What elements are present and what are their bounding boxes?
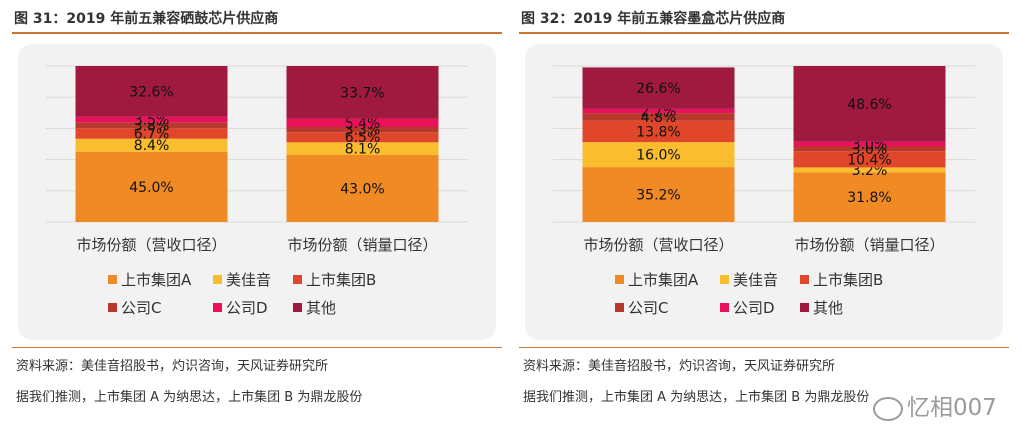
bar-segment-2-1-5	[793, 66, 946, 142]
figure-31-bottom-rule	[12, 347, 502, 348]
figure-32-source-note: 资料来源：美佳音招股书，灼识咨询，天风证券研究所	[523, 359, 836, 374]
bar-segment-2-0-1	[582, 142, 735, 168]
figure-31-svg: 45.0%8.4%6.7%3.8%3.5%32.6%市场份额（营收口径）43.0…	[46, 65, 468, 317]
bar-segment-2-0-0	[582, 167, 735, 222]
legend-swatch	[293, 275, 302, 284]
figure-32-chart: 35.2% 16.0% 13.8% 4.8% 2.7% 26.6% 市场份额（营收口径） 31…	[525, 44, 1003, 340]
bar-segment-1-1-5	[286, 66, 439, 119]
figure-31-assumption-note: 据我们推测，上市集团 A 为纳思达，上市集团 B 为鼎龙股份	[16, 390, 363, 405]
legend-label: 公司D	[733, 299, 775, 317]
category-label: 市场份额（营收口径）	[583, 236, 733, 254]
figure-31-title: 图 31：2019 年前五兼容硒鼓芯片供应商	[14, 11, 279, 27]
bar-segment-2-1-2	[793, 151, 946, 168]
figure-31-chart: 45.0% 8.4% 6.7% 3.8% 3.5% 32.6% 市场份额（营收口径） 43.0…	[18, 44, 496, 340]
data-label: 8.4%	[134, 138, 170, 154]
figure-32-panel: 图 32：2019 年前五兼容墨盒芯片供应商 35.2% 16.0% 13.8% 4.…	[519, 0, 1009, 428]
figure-32-assumption-note: 据我们推测，上市集团 A 为纳思达，上市集团 B 为鼎龙股份	[523, 390, 870, 405]
data-label: 10.4%	[847, 152, 891, 168]
legend-swatch	[800, 275, 809, 284]
legend-label: 上市集团A	[628, 271, 699, 289]
figure-32-bottom-rule	[519, 347, 1009, 348]
data-label: 26.6%	[636, 81, 680, 97]
legend-label: 公司D	[226, 299, 268, 317]
watermark: 忆相007	[873, 388, 997, 422]
data-label: 33.7%	[340, 85, 384, 101]
legend-label: 美佳音	[733, 271, 778, 289]
bar-segment-1-0-5	[75, 66, 228, 117]
legend-swatch	[213, 303, 222, 312]
bar-segment-1-0-4	[75, 116, 228, 123]
bar-segment-1-1-2	[286, 132, 439, 143]
figure-32-top-rule	[519, 32, 1009, 34]
category-label: 市场份额（销量口径）	[287, 236, 437, 254]
data-label: 43.0%	[340, 181, 384, 197]
bar-segment-2-1-4	[793, 141, 946, 147]
data-label: 45.0%	[129, 180, 173, 196]
legend-swatch	[615, 275, 624, 284]
legend-label: 美佳音	[226, 271, 271, 289]
legend-label: 公司C	[628, 299, 668, 317]
figure-31-source-note: 资料来源：美佳音招股书，灼识咨询，天风证券研究所	[16, 359, 329, 374]
legend-label: 上市集团B	[306, 271, 376, 289]
bar-segment-2-1-1	[793, 167, 946, 173]
data-label: 13.8%	[636, 124, 680, 140]
bar-segment-1-0-1	[75, 138, 228, 152]
bar-segment-1-1-1	[286, 142, 439, 155]
bar-segment-2-0-2	[582, 120, 735, 143]
data-label: 6.5%	[345, 130, 381, 146]
data-label: 6.7%	[134, 126, 170, 142]
figure-31-panel: 图 31：2019 年前五兼容硒鼓芯片供应商 45.0% 8.4% 6.7% 3.8%…	[12, 0, 502, 428]
bar-segment-1-1-3	[286, 126, 439, 133]
data-label: 48.6%	[847, 97, 891, 113]
data-label: 35.2%	[636, 188, 680, 204]
bar-segment-1-0-0	[75, 151, 228, 222]
bar-segment-2-1-3	[793, 146, 946, 152]
legend-swatch	[720, 275, 729, 284]
legend-label: 上市集团A	[121, 271, 192, 289]
legend-swatch	[293, 303, 302, 312]
legend-swatch	[108, 303, 117, 312]
data-label: 16.0%	[636, 148, 680, 164]
legend-swatch	[108, 275, 117, 284]
category-label: 市场份额（营收口径）	[76, 236, 226, 254]
bar-segment-1-1-0	[286, 154, 439, 222]
legend-label: 其他	[813, 299, 843, 317]
data-label: 4.8%	[641, 110, 677, 126]
figure-32-svg: 35.2%16.0%13.8%4.8%2.7%26.6%市场份额（营收口径）31…	[553, 65, 975, 317]
bar-segment-1-1-4	[286, 118, 439, 127]
bar-segment-2-1-0	[793, 172, 946, 222]
bar-segment-2-0-5	[582, 67, 735, 109]
data-label: 5.4%	[345, 116, 381, 132]
bar-segment-2-0-3	[582, 113, 735, 121]
bar-segment-2-0-4	[582, 108, 735, 114]
bar-segment-1-0-2	[75, 128, 228, 139]
legend-label: 公司C	[121, 299, 161, 317]
category-label: 市场份额（销量口径）	[794, 236, 944, 254]
weibo-icon	[873, 396, 903, 421]
legend-swatch	[800, 303, 809, 312]
data-label: 8.1%	[345, 142, 381, 158]
legend-swatch	[720, 303, 729, 312]
legend-label: 上市集团B	[813, 271, 883, 289]
figure-31-top-rule	[12, 32, 502, 34]
data-label: 31.8%	[847, 190, 891, 206]
legend-swatch	[615, 303, 624, 312]
bar-segment-1-0-3	[75, 122, 228, 129]
watermark-text: 忆相007	[907, 395, 997, 421]
legend-label: 其他	[306, 299, 336, 317]
figure-32-title: 图 32：2019 年前五兼容墨盒芯片供应商	[521, 11, 786, 27]
data-label: 32.6%	[129, 84, 173, 100]
legend-swatch	[213, 275, 222, 284]
